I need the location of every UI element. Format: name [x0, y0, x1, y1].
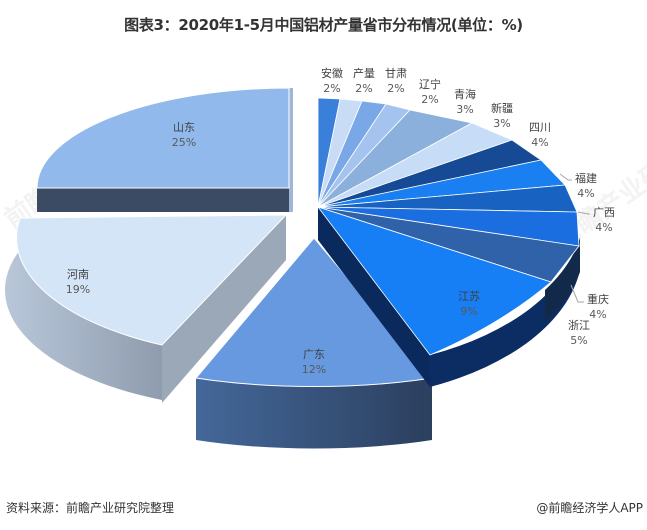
svg-text:12%: 12%: [302, 363, 326, 376]
source-note: 资料来源：前瞻产业研究院整理: [6, 501, 175, 515]
svg-text:浙江: 浙江: [568, 319, 590, 332]
svg-text:四川: 四川: [529, 121, 551, 134]
svg-text:重庆: 重庆: [587, 292, 609, 306]
leader-lines: [559, 173, 590, 303]
svg-text:4%: 4%: [577, 187, 594, 200]
main-group-sides: [318, 207, 580, 387]
svg-text:广西: 广西: [593, 206, 615, 219]
svg-text:产量: 产量: [353, 66, 375, 80]
svg-text:4%: 4%: [589, 308, 606, 321]
label-guangdong: 广东: [303, 348, 325, 361]
slice-guangdong[interactable]: 广东 12%: [195, 237, 433, 449]
svg-text:25%: 25%: [172, 136, 196, 149]
svg-text:辽宁: 辽宁: [419, 77, 441, 91]
svg-text:福建: 福建: [575, 171, 597, 185]
svg-text:甘肃: 甘肃: [385, 67, 407, 80]
label-henan: 河南: [67, 268, 89, 281]
svg-text:青海: 青海: [454, 87, 476, 101]
svg-text:2%: 2%: [421, 93, 438, 106]
label-shandong: 山东: [173, 121, 195, 134]
chart-title: 图表3：2020年1-5月中国铝材产量省市分布情况(单位：%): [124, 16, 523, 34]
data-labels: 安徽 2% 产量 2% 甘肃 2% 辽宁 2% 青海 3% 新疆 3% 四川 4…: [321, 66, 615, 347]
svg-text:江苏: 江苏: [458, 290, 480, 303]
svg-text:4%: 4%: [595, 221, 612, 234]
svg-text:4%: 4%: [531, 136, 548, 149]
svg-text:19%: 19%: [66, 283, 90, 296]
svg-text:安徽: 安徽: [321, 66, 343, 80]
svg-text:2%: 2%: [323, 82, 340, 95]
credit-note: @前瞻经济学人APP: [536, 501, 643, 515]
svg-text:新疆: 新疆: [491, 101, 513, 115]
svg-text:5%: 5%: [570, 334, 587, 347]
slice-henan[interactable]: 河南 19%: [4, 214, 288, 403]
svg-text:2%: 2%: [387, 82, 404, 95]
svg-text:3%: 3%: [493, 117, 510, 130]
slice-shandong[interactable]: 山东 25%: [36, 87, 293, 212]
svg-text:2%: 2%: [355, 82, 372, 95]
slice-jiangsu[interactable]: [316, 206, 552, 356]
main-group-tops: [316, 97, 580, 356]
svg-text:3%: 3%: [456, 103, 473, 116]
svg-text:9%: 9%: [460, 305, 477, 318]
